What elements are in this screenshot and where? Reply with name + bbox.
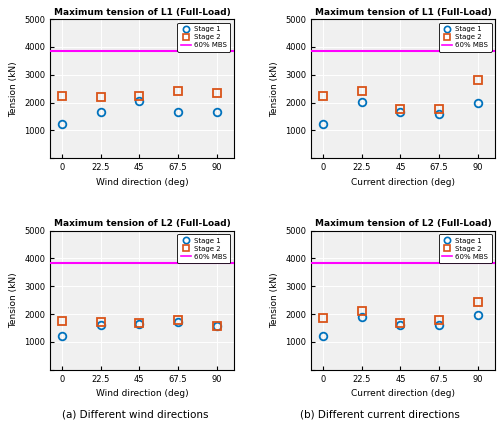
Text: (a) Different wind directions: (a) Different wind directions: [62, 409, 208, 419]
Title: Maximum tension of L1 (Full-Load): Maximum tension of L1 (Full-Load): [314, 8, 492, 17]
Title: Maximum tension of L2 (Full-Load): Maximum tension of L2 (Full-Load): [314, 219, 492, 229]
X-axis label: Current direction (deg): Current direction (deg): [351, 178, 455, 187]
Text: (b) Different current directions: (b) Different current directions: [300, 409, 460, 419]
Title: Maximum tension of L1 (Full-Load): Maximum tension of L1 (Full-Load): [54, 8, 231, 17]
Y-axis label: Tension (kN): Tension (kN): [270, 272, 280, 328]
Legend: Stage 1, Stage 2, 60% MBS: Stage 1, Stage 2, 60% MBS: [178, 23, 231, 52]
Title: Maximum tension of L2 (Full-Load): Maximum tension of L2 (Full-Load): [54, 219, 231, 229]
Y-axis label: Tension (kN): Tension (kN): [10, 272, 18, 328]
X-axis label: Current direction (deg): Current direction (deg): [351, 389, 455, 398]
Y-axis label: Tension (kN): Tension (kN): [270, 61, 280, 116]
Legend: Stage 1, Stage 2, 60% MBS: Stage 1, Stage 2, 60% MBS: [438, 234, 492, 263]
Legend: Stage 1, Stage 2, 60% MBS: Stage 1, Stage 2, 60% MBS: [178, 234, 231, 263]
X-axis label: Wind direction (deg): Wind direction (deg): [96, 389, 188, 398]
X-axis label: Wind direction (deg): Wind direction (deg): [96, 178, 188, 187]
Y-axis label: Tension (kN): Tension (kN): [10, 61, 18, 116]
Legend: Stage 1, Stage 2, 60% MBS: Stage 1, Stage 2, 60% MBS: [438, 23, 492, 52]
